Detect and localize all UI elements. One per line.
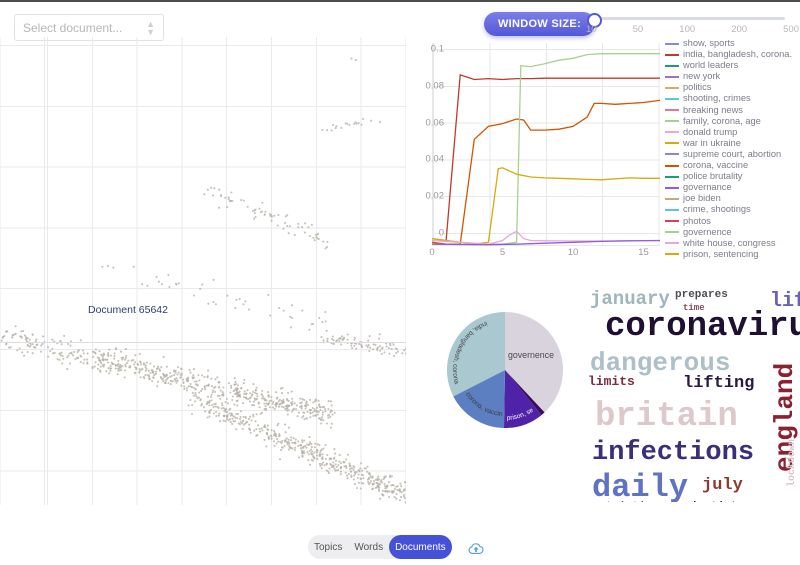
svg-text:governence: governence (508, 350, 554, 360)
